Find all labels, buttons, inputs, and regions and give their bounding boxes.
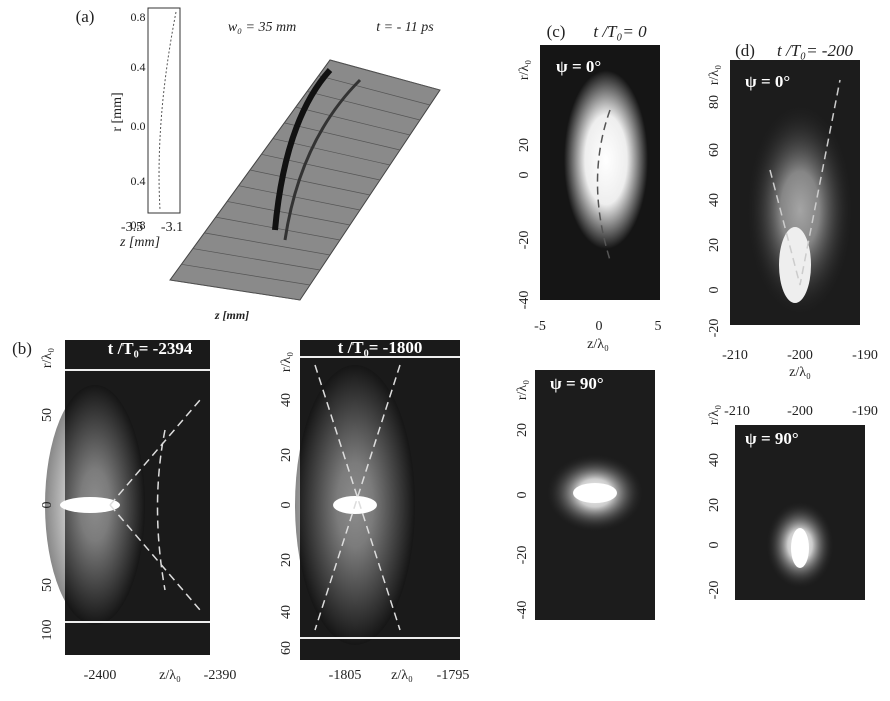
y-tick-label: 40 bbox=[279, 605, 294, 619]
panel-label: (b) bbox=[12, 339, 32, 358]
panel-label: (a) bbox=[76, 7, 95, 26]
x-tick-label: 5 bbox=[655, 319, 662, 334]
y-tick-label: 0 bbox=[517, 172, 532, 179]
annotation: ψ = 90° bbox=[745, 429, 799, 448]
x-tick-label: -2400 bbox=[84, 668, 117, 683]
axis-label: z/λ₀ bbox=[391, 668, 413, 683]
y-tick-label: 40 bbox=[707, 453, 722, 467]
y-tick-label: 20 bbox=[517, 138, 532, 152]
y-tick-label: 50 bbox=[40, 408, 55, 422]
y-tick-label: 0 bbox=[40, 502, 55, 509]
y-tick-label: 20 bbox=[279, 553, 294, 567]
axis-label: z/λ₀ bbox=[587, 337, 609, 352]
axis-label: r/λ₀ bbox=[515, 380, 530, 400]
x-tick-label: -2390 bbox=[204, 668, 237, 683]
y-tick-label: 80 bbox=[707, 95, 722, 109]
y-tick-label: -20 bbox=[707, 319, 722, 338]
axis-label: z [mm] bbox=[214, 308, 249, 322]
axis-label: r/λ₀ bbox=[707, 65, 722, 85]
axis-label: z/λ₀ bbox=[159, 668, 181, 683]
x-tick-label: -210 bbox=[724, 404, 750, 419]
annotation: ψ = 90° bbox=[550, 374, 604, 393]
y-tick-label: 0.4 bbox=[131, 60, 146, 74]
axis-label: r/λ₀ bbox=[279, 352, 294, 372]
x-tick-label: -3.1 bbox=[161, 220, 183, 235]
annotation: ψ = 0° bbox=[556, 57, 601, 76]
axis-label: z/λ₀ bbox=[789, 365, 811, 380]
plot-title: t /T₀= -1800 bbox=[338, 338, 423, 357]
y-tick-label: -40 bbox=[517, 291, 532, 310]
y-tick-label: 0.4 bbox=[131, 174, 146, 188]
y-tick-label: 0 bbox=[707, 542, 722, 549]
y-tick-label: 60 bbox=[707, 143, 722, 157]
y-tick-label: 0 bbox=[515, 492, 530, 499]
y-tick-label: 0 bbox=[279, 502, 294, 509]
y-tick-label: 20 bbox=[707, 498, 722, 512]
y-tick-label: 60 bbox=[279, 641, 294, 655]
x-tick-label: -210 bbox=[722, 348, 748, 363]
y-tick-label: -40 bbox=[515, 601, 530, 620]
x-tick-label: 0 bbox=[596, 319, 603, 334]
y-tick-label: -20 bbox=[707, 581, 722, 600]
x-tick-label: -190 bbox=[852, 348, 878, 363]
panel-label: (d) bbox=[735, 41, 755, 60]
y-tick-label: 50 bbox=[40, 578, 55, 592]
y-tick-label: -20 bbox=[515, 546, 530, 565]
x-tick-label: -5 bbox=[534, 319, 546, 334]
plot-title: t /T₀= -2394 bbox=[108, 339, 193, 358]
y-tick-label: 20 bbox=[707, 238, 722, 252]
x-tick-label: -1805 bbox=[329, 668, 362, 683]
x-tick-label: -200 bbox=[787, 404, 813, 419]
annotation: ψ = 0° bbox=[745, 72, 790, 91]
x-tick-label: -3.5 bbox=[121, 220, 143, 235]
y-tick-label: 20 bbox=[279, 448, 294, 462]
x-tick-label: -190 bbox=[852, 404, 878, 419]
panel-b-graphics bbox=[45, 340, 460, 660]
axis-label: r [mm] bbox=[110, 92, 125, 131]
panel-title: t /T₀= 0 bbox=[593, 22, 647, 41]
axis-label: z [mm] bbox=[119, 235, 160, 250]
panel-d-graphics bbox=[730, 60, 865, 600]
panel-a-graphics bbox=[148, 8, 440, 300]
x-tick-label: -200 bbox=[787, 348, 813, 363]
y-tick-label: 100 bbox=[40, 620, 55, 641]
y-tick-label: 20 bbox=[515, 423, 530, 437]
axis-label: r/λ₀ bbox=[40, 348, 55, 368]
y-tick-label: 40 bbox=[707, 193, 722, 207]
axis-label: r/λ₀ bbox=[517, 60, 532, 80]
y-tick-label: -20 bbox=[517, 231, 532, 250]
y-tick-label: 0 bbox=[707, 287, 722, 294]
x-tick-label: -1795 bbox=[437, 668, 470, 683]
y-tick-label: 40 bbox=[279, 393, 294, 407]
y-tick-label: 0.8 bbox=[131, 10, 146, 24]
parameter: t = - 11 ps bbox=[376, 20, 434, 35]
figure: (a) w₀ = 35 mm t = - 11 ps r [mm] 0.8 0.4 0.0 0… bbox=[0, 0, 890, 696]
parameter: w₀ = 35 mm bbox=[228, 20, 296, 35]
panel-label: (c) bbox=[547, 22, 566, 41]
axis-label: r/λ₀ bbox=[707, 405, 722, 425]
y-tick-label: 0.0 bbox=[131, 119, 146, 133]
panel-title: t /T₀= -200 bbox=[777, 41, 853, 60]
